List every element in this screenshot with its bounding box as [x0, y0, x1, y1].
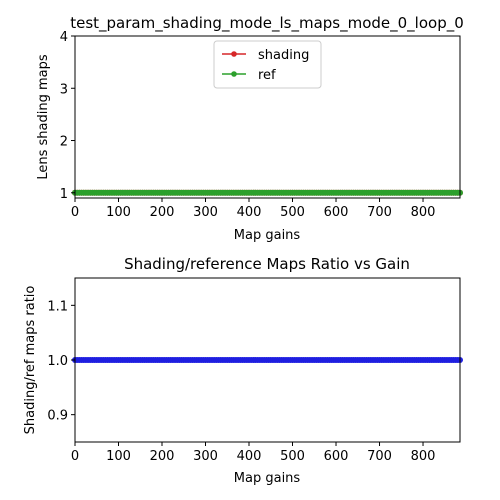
legend-box	[213, 40, 322, 89]
top-chart: test_param_shading_mode_ls_maps_mode_0_l…	[36, 14, 464, 243]
top-chart-xtick-label: 800	[411, 205, 436, 220]
top-chart-plot-area	[72, 189, 463, 196]
bottom-chart-ytick-label: 1.1	[47, 299, 68, 314]
bottom-chart-x-ticks: 0 100 200 300 400 500 600 700 800	[71, 442, 436, 464]
legend-shading-label: shading	[258, 48, 309, 63]
top-chart-ytick-label: 2	[60, 135, 68, 150]
bottom-chart-xtick-label: 200	[150, 449, 175, 464]
top-chart-ylabel: Lens shading maps	[36, 54, 51, 180]
top-chart-xtick-label: 400	[237, 205, 262, 220]
top-chart-xtick-label: 500	[280, 205, 305, 220]
bottom-chart-plot-area	[72, 357, 463, 363]
bottom-chart-xtick-label: 400	[237, 449, 262, 464]
top-chart-ytick-label: 3	[60, 82, 68, 97]
legend-ref-label: ref	[258, 68, 276, 83]
bottom-chart-ylabel: Shading/ref maps ratio	[23, 286, 38, 435]
bottom-chart-xtick-label: 300	[193, 449, 218, 464]
legend-ref-marker	[231, 71, 237, 77]
bottom-chart-xtick-label: 600	[324, 449, 349, 464]
bottom-chart-xtick-label: 500	[280, 449, 305, 464]
bottom-chart: Shading/reference Maps Ratio vs Gain 0 10…	[23, 255, 463, 486]
bottom-chart-title: Shading/reference Maps Ratio vs Gain	[124, 255, 410, 273]
top-chart-xtick-label: 600	[324, 205, 349, 220]
top-chart-xtick-label: 0	[71, 205, 79, 220]
top-chart-legend: shading ref	[213, 40, 322, 89]
top-chart-xtick-label: 300	[193, 205, 218, 220]
top-chart-frame	[74, 35, 461, 199]
bottom-chart-xtick-label: 0	[71, 449, 79, 464]
bottom-chart-ytick-label: 1.0	[47, 354, 68, 369]
bottom-chart-xlabel: Map gains	[234, 471, 301, 486]
top-chart-xtick-label: 100	[106, 205, 131, 220]
top-chart-ytick-label: 1	[60, 187, 68, 202]
top-chart-x-ticks: 0 100 200 300 400 500 600 700 800	[71, 198, 436, 220]
bottom-chart-xtick-label: 800	[411, 449, 436, 464]
top-chart-ytick-label: 4	[60, 30, 68, 45]
top-chart-xlabel: Map gains	[234, 228, 301, 243]
top-chart-title: test_param_shading_mode_ls_maps_mode_0_l…	[70, 14, 464, 33]
top-chart-xtick-label: 200	[150, 205, 175, 220]
top-chart-y-ticks: 1 2 3 4	[60, 30, 75, 202]
top-chart-xtick-label: 700	[367, 205, 392, 220]
bottom-chart-y-ticks: 0.9 1.0 1.1	[47, 299, 75, 424]
bottom-chart-ytick-label: 0.9	[47, 409, 68, 424]
legend-shading-marker	[231, 51, 237, 57]
bottom-chart-xtick-label: 700	[367, 449, 392, 464]
bottom-chart-xtick-label: 100	[106, 449, 131, 464]
